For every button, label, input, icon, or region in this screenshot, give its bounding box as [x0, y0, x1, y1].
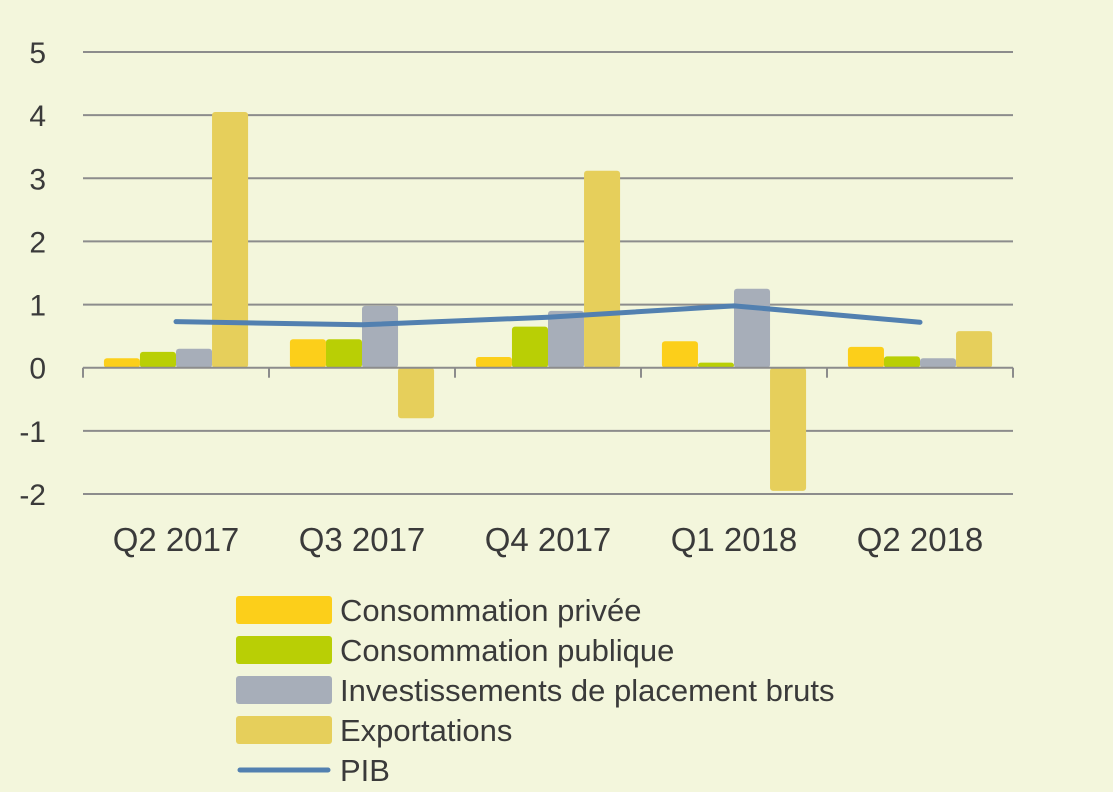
x-tick-label: Q2 2018 [857, 521, 984, 558]
x-tick-label: Q4 2017 [485, 521, 612, 558]
line-series [173, 303, 923, 328]
x-tick-label: Q3 2017 [299, 521, 426, 558]
bar [847, 346, 884, 368]
bar [475, 356, 512, 368]
legend-label: Exportations [340, 713, 512, 748]
bar [289, 339, 326, 368]
bar [734, 288, 771, 368]
legend-label: Consommation publique [340, 633, 674, 668]
legend-label: PIB [340, 753, 390, 788]
legend-swatch [236, 716, 332, 744]
y-tick-label: 1 [29, 290, 46, 323]
y-tick-label: 0 [29, 353, 46, 386]
legend-label: Consommation privée [340, 593, 642, 628]
bar [920, 358, 957, 368]
bar [770, 367, 807, 491]
legend-swatch [236, 676, 332, 704]
bar [176, 348, 213, 368]
y-tick-label: 3 [29, 163, 46, 196]
y-tick-label: 5 [29, 37, 46, 70]
legend-label: Investissements de placement bruts [340, 673, 835, 708]
bar [325, 339, 362, 368]
bar [362, 305, 399, 368]
bar [956, 331, 993, 368]
x-tick-label: Q2 2017 [113, 521, 240, 558]
bar [139, 351, 176, 368]
legend-swatch [236, 636, 332, 664]
legend-swatch [236, 596, 332, 624]
bar [511, 326, 548, 368]
y-tick-label: -2 [19, 479, 46, 512]
y-tick-label: 4 [29, 100, 46, 133]
y-tick-label: 2 [29, 226, 46, 259]
bar [584, 170, 621, 368]
y-tick-label: -1 [19, 416, 46, 449]
bar [883, 356, 920, 368]
bar [212, 111, 249, 368]
bar [103, 358, 140, 368]
bar [398, 367, 435, 419]
bar [697, 362, 734, 368]
x-tick-label: Q1 2018 [671, 521, 798, 558]
bar [661, 341, 698, 368]
bar [548, 310, 585, 368]
